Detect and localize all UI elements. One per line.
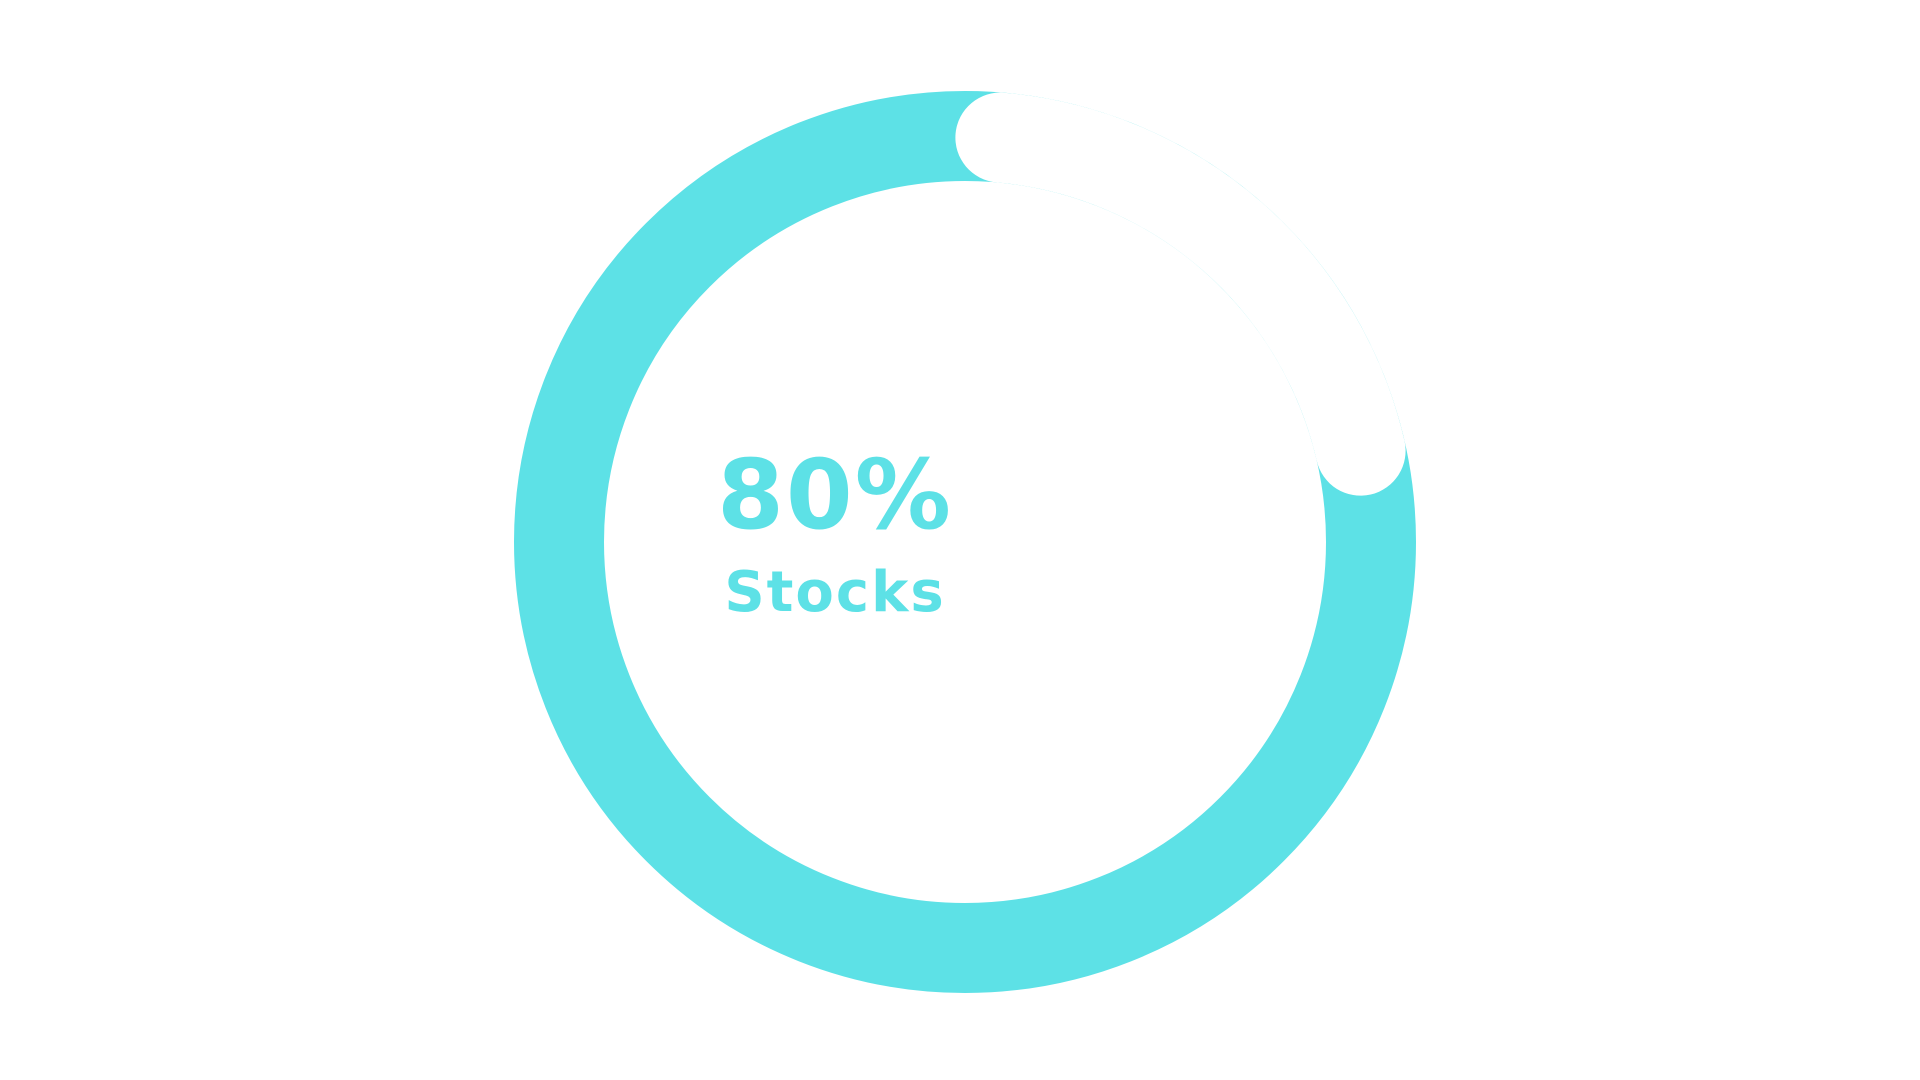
center-category-label: Stocks [724, 560, 946, 625]
donut-ring-remainder-slice [955, 92, 1406, 496]
center-percent-value: 80% [717, 439, 953, 551]
